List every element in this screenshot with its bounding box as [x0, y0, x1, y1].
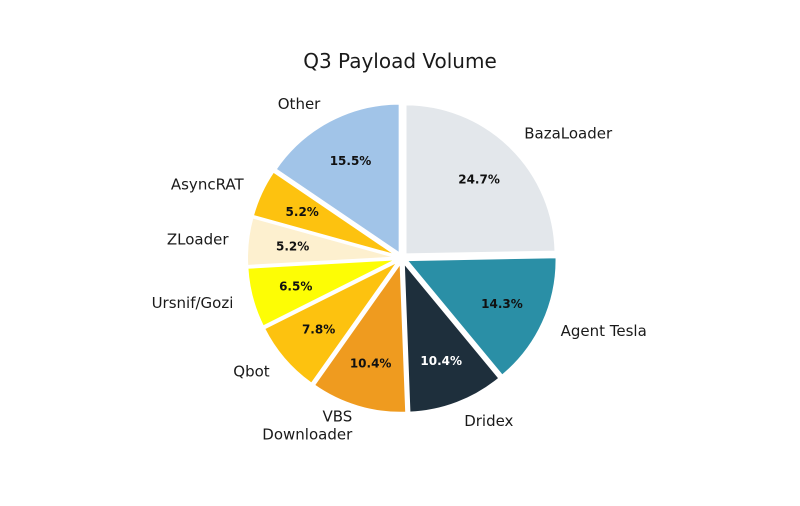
percent-labels-group: 24.7% 14.3% 10.4% 10.4% 7.8% 6.5% 5.2% 5.2% 15.5… — [276, 154, 523, 371]
percent-label-qbot: 7.8% — [302, 323, 335, 337]
slice-agent-tesla — [404, 256, 558, 378]
slice-label-agent-tesla: Agent Tesla — [561, 322, 647, 340]
percent-label-ursnif-gozi: 6.5% — [279, 279, 312, 293]
percent-label-other: 15.5% — [330, 154, 372, 168]
percent-label-vbs-downloader: 10.4% — [350, 356, 392, 370]
slice-asyncrat — [251, 170, 399, 257]
slice-label-bazaloader: BazaLoader — [524, 124, 613, 142]
slice-dridex — [402, 259, 501, 414]
percent-label-bazaloader: 24.7% — [458, 172, 500, 186]
slice-labels-group: BazaLoader Agent Tesla Dridex VBS Downloader… — [152, 95, 647, 443]
slice-label-qbot: Qbot — [233, 363, 270, 381]
slice-label-dridex: Dridex — [464, 412, 513, 430]
slice-zloader — [246, 216, 398, 267]
slice-ursnif-gozi — [246, 258, 398, 328]
percent-label-dridex: 10.4% — [420, 354, 462, 368]
chart-title: Q3 Payload Volume — [303, 49, 497, 73]
slice-qbot — [262, 260, 400, 386]
percent-label-zloader: 5.2% — [276, 239, 309, 253]
slice-label-ursnif-gozi: Ursnif/Gozi — [152, 294, 234, 312]
slice-bazaloader — [404, 103, 557, 256]
slice-label-zloader: ZLoader — [167, 230, 229, 248]
percent-label-asyncrat: 5.2% — [286, 205, 319, 219]
percent-label-agent-tesla: 14.3% — [481, 297, 523, 311]
slice-vbs-downloader — [312, 259, 408, 414]
slices-group — [246, 102, 558, 414]
slice-other — [274, 102, 401, 256]
slice-label-other: Other — [278, 95, 321, 113]
slice-label-asyncrat: AsyncRAT — [171, 176, 245, 194]
slice-label-vbs-downloader: VBS Downloader — [262, 407, 353, 443]
